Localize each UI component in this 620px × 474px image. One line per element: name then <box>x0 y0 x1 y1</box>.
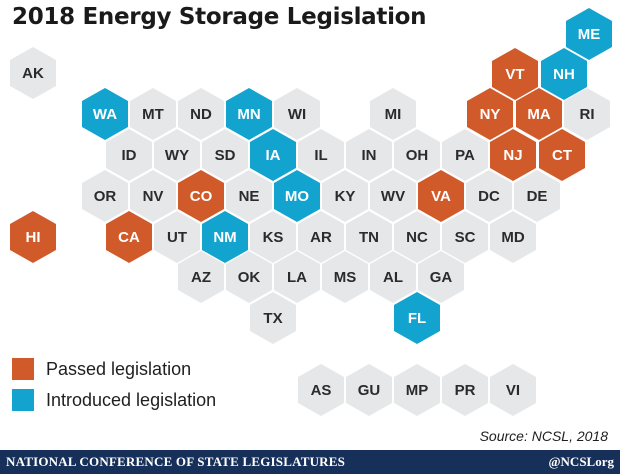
state-hex-md: MD <box>490 211 536 263</box>
state-hex-gu: GU <box>346 364 392 416</box>
state-hex-or: OR <box>82 170 128 222</box>
state-hex-ri: RI <box>564 88 610 140</box>
state-hex-ca: CA <box>106 211 152 263</box>
state-hex-ms: MS <box>322 251 368 303</box>
state-hex-oh: OH <box>394 129 440 181</box>
state-hex-mi: MI <box>370 88 416 140</box>
state-hex-az: AZ <box>178 251 224 303</box>
state-hex-ga: GA <box>418 251 464 303</box>
state-hex-tn: TN <box>346 211 392 263</box>
state-hex-ak: AK <box>10 47 56 99</box>
state-hex-ct: CT <box>539 129 585 181</box>
passed-swatch <box>12 358 34 380</box>
footer-handle: @NCSLorg <box>548 454 614 469</box>
state-hex-pa: PA <box>442 129 488 181</box>
legend-passed: Passed legislation <box>12 358 191 380</box>
state-hex-pr: PR <box>442 364 488 416</box>
state-hex-sd: SD <box>202 129 248 181</box>
state-hex-ia: IA <box>250 129 296 181</box>
page-title: 2018 Energy Storage Legislation <box>12 4 427 30</box>
state-hex-nd: ND <box>178 88 224 140</box>
state-hex-ut: UT <box>154 211 200 263</box>
state-hex-sc: SC <box>442 211 488 263</box>
state-hex-mp: MP <box>394 364 440 416</box>
state-hex-id: ID <box>106 129 152 181</box>
state-hex-mt: MT <box>130 88 176 140</box>
state-hex-de: DE <box>514 170 560 222</box>
legend-introduced: Introduced legislation <box>12 389 216 411</box>
state-hex-mn: MN <box>226 88 272 140</box>
state-hex-mo: MO <box>274 170 320 222</box>
state-hex-hi: HI <box>10 211 56 263</box>
state-hex-ne: NE <box>226 170 272 222</box>
state-hex-nh: NH <box>541 48 587 100</box>
state-hex-nj: NJ <box>490 129 536 181</box>
state-hex-ma: MA <box>516 88 562 140</box>
state-hex-nc: NC <box>394 211 440 263</box>
footer-bar: NATIONAL CONFERENCE OF STATE LEGISLATURE… <box>0 450 620 474</box>
state-hex-tx: TX <box>250 292 296 344</box>
state-hex-vi: VI <box>490 364 536 416</box>
state-hex-wy: WY <box>154 129 200 181</box>
state-hex-va: VA <box>418 170 464 222</box>
passed-legend-label: Passed legislation <box>46 358 192 379</box>
footer-org: NATIONAL CONFERENCE OF STATE LEGISLATURE… <box>6 454 346 469</box>
introduced-swatch <box>12 389 34 411</box>
state-hex-wa: WA <box>82 88 128 140</box>
state-hex-ny: NY <box>467 88 513 140</box>
state-hex-wi: WI <box>274 88 320 140</box>
state-hex-wv: WV <box>370 170 416 222</box>
state-hex-ks: KS <box>250 211 296 263</box>
state-hex-dc: DC <box>466 170 512 222</box>
state-hex-fl: FL <box>394 292 440 344</box>
introduced-legend-label: Introduced legislation <box>46 389 217 410</box>
state-hex-al: AL <box>370 251 416 303</box>
state-hex-as: AS <box>298 364 344 416</box>
state-hex-nv: NV <box>130 170 176 222</box>
state-hex-vt: VT <box>492 48 538 100</box>
state-hex-ar: AR <box>298 211 344 263</box>
state-hex-ky: KY <box>322 170 368 222</box>
state-hex-co: CO <box>178 170 224 222</box>
state-hex-nm: NM <box>202 211 248 263</box>
state-hex-me: ME <box>566 8 612 60</box>
state-hex-la: LA <box>274 251 320 303</box>
state-hex-in: IN <box>346 129 392 181</box>
state-hex-ok: OK <box>226 251 272 303</box>
state-hex-il: IL <box>298 129 344 181</box>
source-note: Source: NCSL, 2018 <box>479 428 608 444</box>
